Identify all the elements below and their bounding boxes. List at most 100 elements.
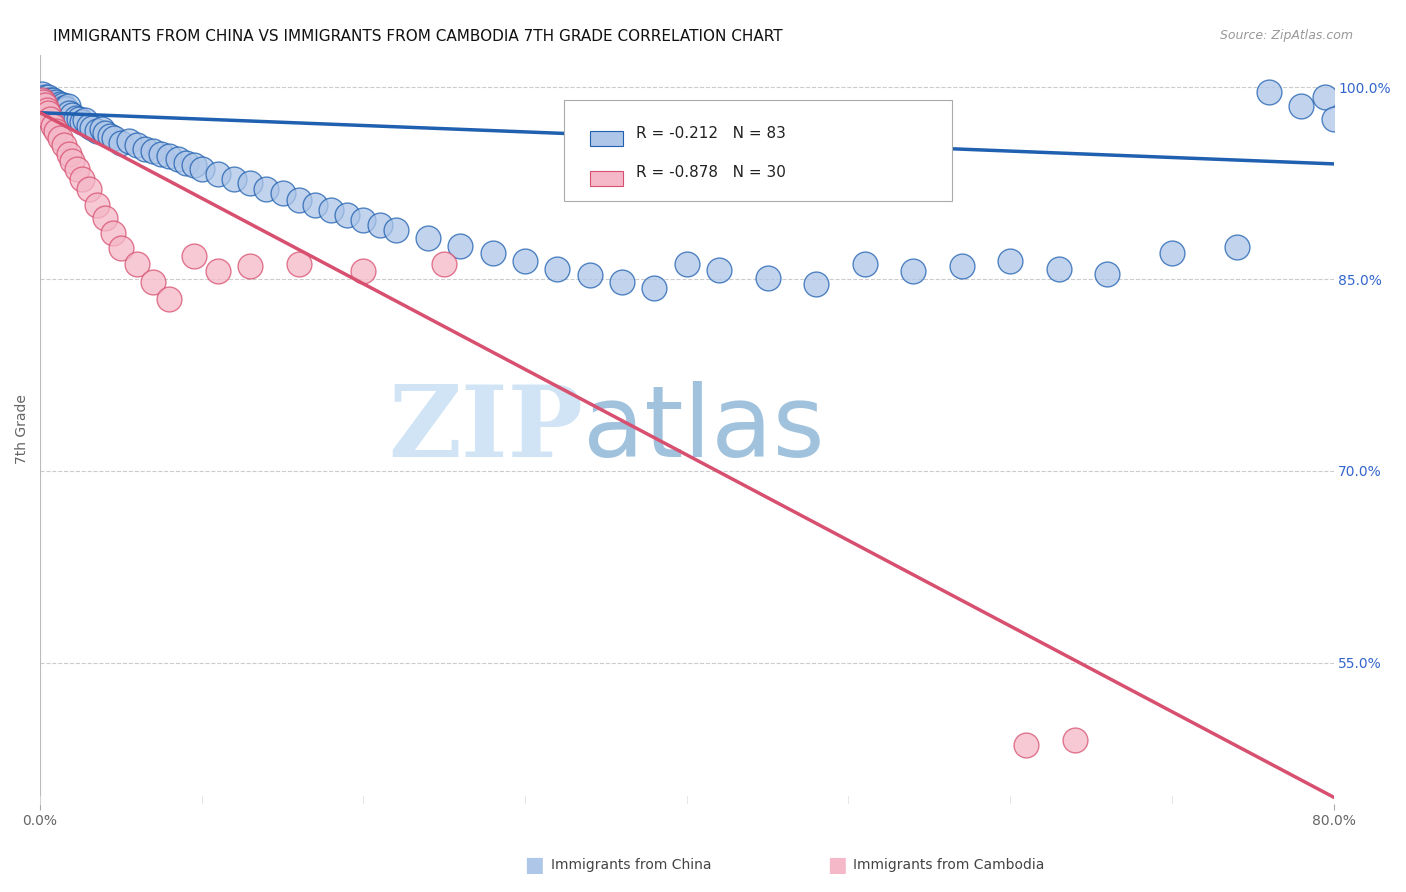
Point — [1160, 246, 1182, 260]
Point — [134, 142, 156, 156]
Text: ■: ■ — [524, 855, 544, 875]
Point — [166, 152, 188, 166]
Point — [45, 103, 67, 117]
Point — [998, 254, 1021, 268]
Point — [66, 161, 89, 176]
Point — [481, 246, 503, 260]
Point — [901, 264, 924, 278]
Point — [75, 113, 97, 128]
Point — [1095, 267, 1118, 281]
Point — [191, 161, 214, 176]
Point — [159, 149, 181, 163]
Point — [127, 257, 149, 271]
Point — [1315, 90, 1337, 104]
Point — [853, 257, 876, 271]
Point — [35, 103, 58, 117]
Point — [42, 99, 65, 113]
Point — [224, 172, 246, 186]
Point — [94, 211, 117, 225]
Point — [707, 263, 730, 277]
Point — [45, 95, 67, 110]
Text: R = -0.878   N = 30: R = -0.878 N = 30 — [637, 165, 786, 179]
Point — [1322, 112, 1344, 127]
Point — [53, 101, 76, 115]
Point — [118, 134, 141, 148]
Text: R = -0.212   N = 83: R = -0.212 N = 83 — [637, 126, 786, 141]
FancyBboxPatch shape — [589, 171, 623, 186]
Text: Immigrants from Cambodia: Immigrants from Cambodia — [853, 858, 1045, 872]
Point — [38, 93, 60, 107]
Point — [142, 275, 165, 289]
Point — [450, 239, 472, 253]
Point — [103, 131, 125, 145]
Point — [239, 176, 262, 190]
Point — [174, 155, 197, 169]
Point — [56, 99, 79, 113]
Point — [42, 119, 65, 133]
Point — [321, 202, 343, 217]
Text: IMMIGRANTS FROM CHINA VS IMMIGRANTS FROM CAMBODIA 7TH GRADE CORRELATION CHART: IMMIGRANTS FROM CHINA VS IMMIGRANTS FROM… — [53, 29, 783, 44]
Point — [110, 136, 132, 151]
Point — [183, 158, 205, 172]
Point — [675, 257, 697, 271]
Point — [52, 98, 75, 112]
Text: Source: ZipAtlas.com: Source: ZipAtlas.com — [1219, 29, 1353, 42]
Point — [98, 128, 121, 143]
FancyBboxPatch shape — [564, 100, 952, 201]
Point — [86, 198, 108, 212]
Point — [1289, 99, 1312, 113]
Point — [46, 99, 69, 113]
Point — [368, 219, 391, 233]
Point — [610, 275, 633, 289]
Point — [353, 213, 375, 227]
Y-axis label: 7th Grade: 7th Grade — [15, 394, 30, 464]
Point — [110, 241, 132, 255]
Point — [127, 137, 149, 152]
Point — [37, 105, 59, 120]
Point — [32, 95, 55, 110]
Point — [546, 261, 568, 276]
Point — [58, 105, 80, 120]
Point — [804, 277, 827, 292]
Point — [70, 114, 93, 128]
Point — [62, 154, 84, 169]
Point — [35, 93, 58, 107]
Point — [336, 208, 359, 222]
Point — [53, 137, 76, 152]
Point — [34, 98, 56, 112]
Point — [159, 293, 181, 307]
Point — [418, 231, 440, 245]
Point — [44, 96, 66, 111]
Point — [643, 281, 665, 295]
Text: atlas: atlas — [583, 381, 825, 478]
Point — [37, 96, 59, 111]
Point — [756, 270, 779, 285]
Point — [49, 101, 72, 115]
Point — [1015, 738, 1038, 752]
Point — [31, 87, 53, 101]
Point — [34, 99, 56, 113]
Point — [353, 264, 375, 278]
Point — [142, 144, 165, 158]
Point — [70, 172, 93, 186]
Text: ZIP: ZIP — [388, 381, 583, 478]
Point — [256, 182, 278, 196]
Point — [1063, 732, 1085, 747]
Point — [80, 121, 103, 136]
Point — [950, 259, 973, 273]
Point — [65, 111, 87, 125]
Point — [90, 122, 112, 136]
Point — [38, 112, 60, 127]
Point — [58, 146, 80, 161]
Point — [86, 123, 108, 137]
Point — [1047, 261, 1070, 276]
Point — [55, 102, 77, 116]
Point — [304, 198, 326, 212]
Point — [34, 90, 56, 104]
Point — [48, 96, 70, 111]
Point — [513, 254, 536, 268]
Point — [385, 223, 408, 237]
Point — [41, 103, 63, 117]
Point — [67, 112, 90, 127]
Point — [578, 268, 600, 282]
